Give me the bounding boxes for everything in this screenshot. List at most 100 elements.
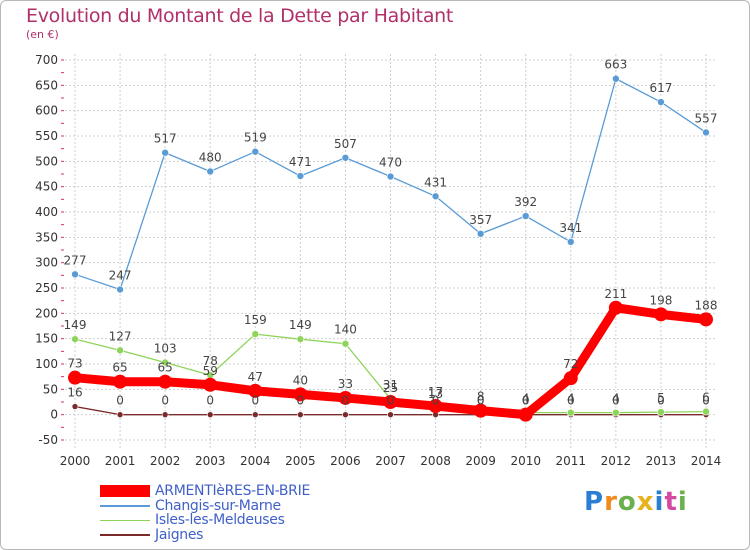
x-tick-label: 2008: [420, 454, 451, 468]
data-label: 33: [338, 377, 353, 391]
data-label: 73: [67, 357, 82, 371]
y-tick-label: 700: [35, 53, 58, 67]
data-point: [518, 407, 533, 422]
data-point: [563, 371, 578, 386]
data-point: [341, 153, 350, 162]
data-label: 65: [112, 361, 127, 375]
x-tick-label: 2011: [556, 454, 587, 468]
legend-swatch: [100, 519, 150, 521]
data-label: 78: [203, 354, 218, 368]
logo-letter: P: [584, 487, 605, 517]
data-label: 4: [612, 392, 620, 406]
data-label: 198: [649, 293, 672, 307]
data-label: 6: [702, 391, 710, 405]
data-label: 40: [293, 373, 308, 387]
data-point: [521, 212, 530, 220]
data-point: [608, 300, 623, 315]
data-label: 431: [424, 175, 447, 189]
logo-letter: i: [677, 487, 688, 517]
data-point: [612, 408, 620, 417]
data-label: 0: [612, 394, 620, 408]
data-label: 25: [383, 381, 398, 395]
data-point: [251, 411, 259, 418]
data-label: 519: [244, 131, 267, 145]
data-label: 663: [604, 58, 627, 72]
data-point: [71, 403, 79, 410]
data-label: 357: [469, 213, 492, 227]
data-point: [293, 387, 308, 402]
x-tick-label: 2012: [601, 454, 632, 468]
y-tick-label: 150: [35, 332, 58, 346]
data-label: 127: [109, 329, 132, 343]
x-tick-label: 2004: [240, 454, 271, 468]
data-label: 0: [161, 394, 169, 408]
data-point: [342, 411, 349, 418]
y-tick-label: 650: [35, 78, 58, 92]
legend-item: Changis-sur-Marne: [100, 499, 310, 514]
data-point: [113, 374, 128, 389]
data-label: 16: [67, 386, 82, 400]
data-point: [657, 408, 665, 416]
data-point: [161, 358, 169, 367]
data-label: 557: [695, 111, 718, 125]
data-point: [566, 408, 575, 417]
data-label: 0: [116, 394, 124, 408]
data-point: [296, 335, 305, 343]
data-label: 211: [604, 287, 627, 301]
x-tick-label: 2002: [150, 454, 181, 468]
data-point: [71, 270, 79, 279]
data-label: 0: [342, 394, 350, 408]
x-tick-label: 2007: [375, 454, 406, 468]
data-point: [158, 374, 173, 389]
data-label: 159: [244, 313, 267, 327]
legend: ARMENTIèRES-EN-BRIE Changis-sur-Marne Isle…: [100, 484, 310, 542]
legend-label: Isles-les-Meldeuses: [155, 512, 285, 529]
data-label: 617: [649, 81, 672, 95]
data-label: 13: [428, 387, 443, 401]
data-point: [387, 411, 394, 418]
x-tick-label: 2010: [510, 454, 541, 468]
logo-letter: x: [636, 487, 655, 517]
data-point: [431, 192, 440, 201]
data-label: 0: [432, 394, 440, 408]
y-tick-label: 350: [35, 230, 58, 244]
data-point: [473, 403, 488, 418]
data-label: 0: [522, 394, 530, 408]
data-label: 0: [477, 394, 485, 408]
data-point: [296, 172, 305, 180]
data-point: [116, 411, 124, 418]
logo-letter: r: [604, 487, 618, 517]
data-label: 0: [567, 394, 575, 408]
y-tick-label: 450: [35, 180, 58, 194]
legend-item: ARMENTIèRES-EN-BRIE: [100, 484, 310, 499]
data-point: [699, 312, 713, 327]
data-label: 17: [428, 385, 443, 399]
data-point: [71, 335, 79, 343]
data-point: [653, 307, 668, 322]
data-point: [203, 377, 218, 392]
logo-letter: o: [617, 487, 637, 517]
data-label: 149: [64, 318, 87, 332]
data-label: 471: [289, 155, 312, 169]
data-label: 507: [334, 137, 357, 151]
data-point: [428, 399, 443, 414]
data-label: 0: [251, 394, 259, 408]
x-tick-label: 2014: [691, 454, 722, 468]
data-point: [341, 339, 350, 348]
data-label: 103: [154, 341, 177, 355]
data-label: 31: [383, 378, 398, 392]
data-point: [161, 411, 169, 418]
y-tick-label: 300: [35, 256, 58, 270]
data-point: [251, 330, 260, 338]
legend-label: Changis-sur-Marne: [155, 497, 281, 514]
data-label: 341: [559, 221, 582, 235]
data-point: [248, 383, 263, 398]
legend-item: Isles-les-Meldeuses: [100, 513, 310, 528]
legend-label: Jaignes: [155, 526, 204, 543]
data-point: [206, 167, 215, 176]
data-point: [338, 390, 353, 405]
data-label: 0: [206, 394, 214, 408]
data-point: [297, 411, 304, 418]
data-label: 4: [567, 392, 575, 406]
legend-label: ARMENTIèRES-EN-BRIE: [155, 483, 310, 500]
